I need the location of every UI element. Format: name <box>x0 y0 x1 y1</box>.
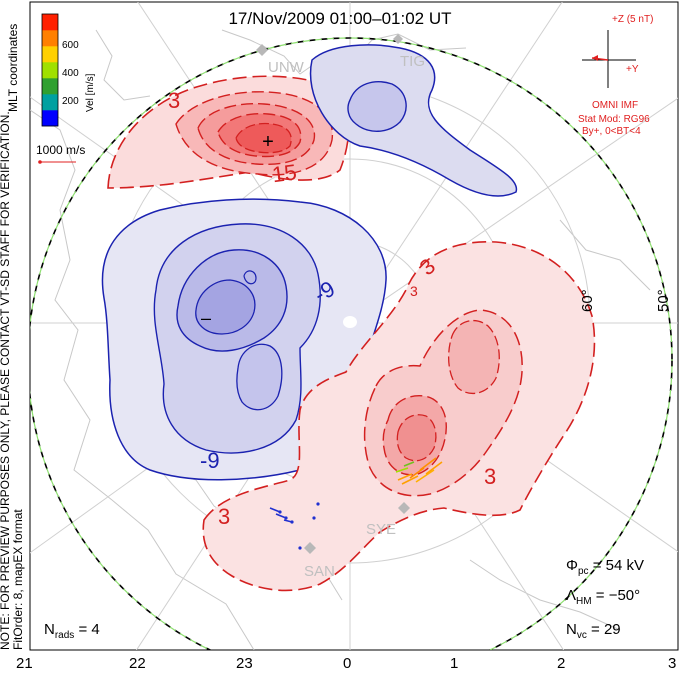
contour-label: 3 <box>484 464 496 489</box>
stat-model: Stat Mod: RG96 <box>578 114 650 125</box>
radar-labels: UNW TIG SYE SAN <box>268 53 425 580</box>
colorbar-segment <box>42 94 58 111</box>
phi-pc-stat: Φpc = 54 kV <box>566 557 644 577</box>
mlt-tick-label: 1 <box>450 655 458 672</box>
contour-label: 3 <box>218 504 230 529</box>
stats-block: Φpc = 54 kV ΛHM = −50° Nvc = 29 Nrads = … <box>44 557 644 641</box>
colorbar-segment <box>42 14 58 31</box>
contour-label: 3 <box>168 88 180 113</box>
colorbar-segment <box>42 78 58 95</box>
imf-condition: By+, 0<BT<4 <box>582 126 641 137</box>
n-rads-stat: Nrads = 4 <box>44 621 100 641</box>
mlt-tick-label: 3 <box>668 655 676 672</box>
mlt-axis: 21 22 23 0 1 2 3 <box>16 655 676 672</box>
colorbar-border <box>41 13 59 127</box>
lat-label-60: 60° <box>579 289 596 312</box>
chart-title: 17/Nov/2009 01:00–01:02 UT <box>228 9 451 28</box>
colorbar <box>41 13 59 127</box>
hmb-boundary-green <box>30 37 673 650</box>
n-vc-stat: Nvc = 29 <box>566 621 621 641</box>
radar-label: SAN <box>304 563 335 580</box>
mlt-tick-label: 22 <box>129 655 146 672</box>
colorbar-tick-600: 600 <box>62 40 79 51</box>
velocity-scale-dot <box>38 160 42 164</box>
lambda-hm-stat: ΛHM = −50° <box>566 587 640 607</box>
contour-label: 3 <box>410 283 418 299</box>
pole-marker <box>343 316 357 328</box>
radar-sites <box>256 34 410 554</box>
colorbar-segment <box>42 62 58 79</box>
mlt-tick-label: 0 <box>343 655 351 672</box>
mlt-coordinates-label: MLT coordinates <box>6 24 20 112</box>
colorbar-tick-labels: 600 400 200 <box>62 40 79 107</box>
vel-unit-label: Vel [m/s] <box>85 73 96 112</box>
min-marker: – <box>201 308 211 328</box>
radar-label: UNW <box>268 59 305 76</box>
colorbar-segment <box>42 46 58 63</box>
imf-vector-head <box>592 55 598 61</box>
lat-label-50: 50° <box>655 289 672 312</box>
positive-cell-right <box>202 241 596 592</box>
velocity-scale-label: 1000 m/s <box>36 143 85 157</box>
positive-cell-top <box>107 75 350 189</box>
max-marker: + <box>262 131 274 153</box>
imf-y-label: +Y <box>626 64 639 75</box>
mlt-tick-label: 2 <box>557 655 565 672</box>
radar-label: TIG <box>400 53 425 70</box>
imf-source: OMNI IMF <box>592 100 638 111</box>
radar-label: SYE <box>366 521 396 538</box>
contour-label: -9 <box>200 448 220 473</box>
colorbar-segment <box>42 110 58 127</box>
imf-z-label: +Z (5 nT) <box>612 14 653 25</box>
colorbar-tick-400: 400 <box>62 68 79 79</box>
velocity-vectors <box>269 457 443 523</box>
mlt-tick-label: 21 <box>16 655 33 672</box>
vector-dots <box>278 502 320 550</box>
negative-cell-top <box>309 44 518 197</box>
mlt-tick-label: 23 <box>236 655 253 672</box>
contour-label: 15 <box>271 159 299 187</box>
colorbar-tick-200: 200 <box>62 96 79 107</box>
fit-order-note: FitOrder: 8, mapEX format <box>11 509 25 650</box>
preview-note: NOTE: FOR PREVIEW PURPOSES ONLY, PLEASE … <box>0 111 12 650</box>
colorbar-segment <box>42 30 58 47</box>
